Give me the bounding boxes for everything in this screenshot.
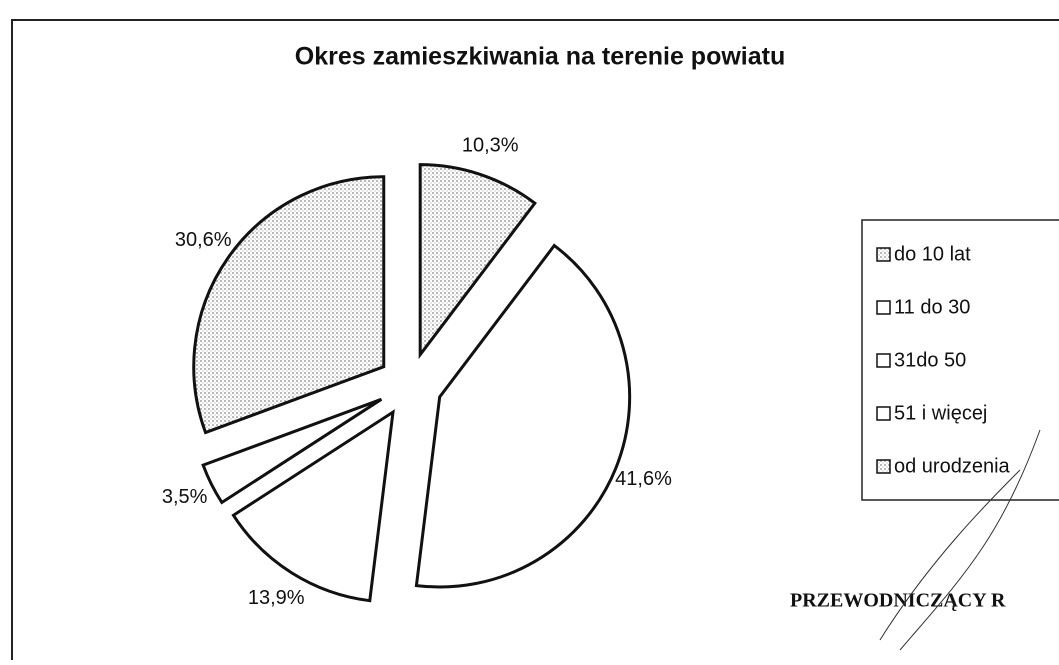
data-label: 30,6% (175, 229, 232, 251)
pie-slice (201, 397, 383, 505)
data-label: 41,6% (615, 468, 672, 490)
pie-slice (414, 243, 632, 589)
legend-label: 11 do 30 (894, 296, 970, 318)
legend-box (861, 219, 1059, 501)
chart-title: Okres zamieszkiwania na terenie powiatu (295, 43, 785, 71)
legend-swatch (876, 353, 891, 368)
data-label: 3,5% (162, 486, 208, 508)
legend-swatch (876, 459, 891, 474)
data-label: 10,3% (462, 134, 519, 156)
signature (879, 429, 1041, 651)
legend-label: od urodzenia (894, 455, 1011, 477)
legend-swatch (876, 247, 891, 262)
chart-frame (11, 19, 1059, 665)
legend-label: do 10 lat (894, 243, 971, 265)
data-label: 13,9% (248, 587, 305, 609)
legend-label: 51 i więcej (894, 402, 987, 424)
stamp-text: PRZEWODNICZĄCY R (790, 590, 1006, 612)
legend-swatch (876, 300, 891, 315)
legend-swatch (876, 406, 891, 421)
pie-slice (418, 163, 537, 360)
legend-label: 31do 50 (894, 349, 966, 371)
pie-slice (192, 175, 386, 435)
pie-slice (231, 409, 395, 603)
